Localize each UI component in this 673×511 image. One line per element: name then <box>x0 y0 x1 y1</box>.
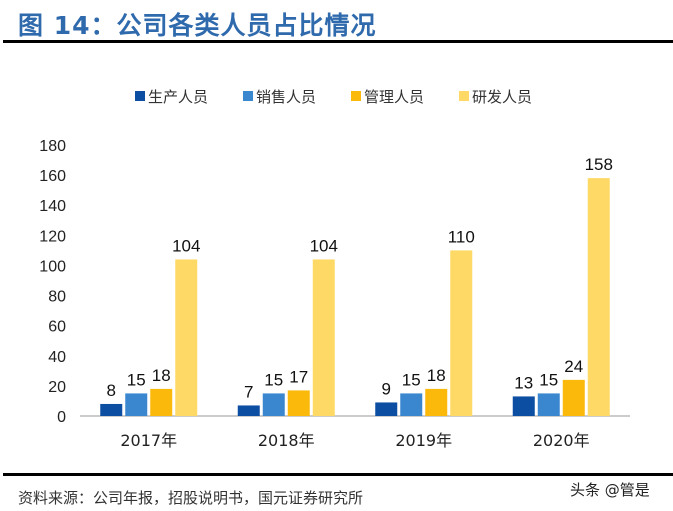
bar <box>287 390 310 416</box>
bar <box>512 396 535 416</box>
y-tick-label: 40 <box>48 349 66 366</box>
y-tick-label: 120 <box>39 228 66 245</box>
legend-label: 销售人员 <box>256 88 316 106</box>
bar <box>587 178 610 416</box>
bar <box>100 403 123 416</box>
data-label: 13 <box>514 373 533 392</box>
legend-label: 研发人员 <box>472 88 532 106</box>
data-label: 104 <box>172 236 200 255</box>
bar <box>175 259 198 416</box>
x-tick-label: 2017年 <box>120 431 177 450</box>
bar-chart: 0 20 40 60 80 100 120 140 160 180 2017年 8 15 18 104 201… <box>39 88 630 450</box>
data-label: 104 <box>310 236 338 255</box>
y-tick-label: 0 <box>57 409 66 426</box>
watermark: 头条 @管是 <box>570 481 650 499</box>
data-label: 8 <box>107 381 116 400</box>
y-tick-label: 140 <box>39 198 66 215</box>
bar <box>537 393 560 416</box>
legend-label: 管理人员 <box>364 88 424 106</box>
data-label: 18 <box>152 366 171 385</box>
data-label: 15 <box>264 370 283 389</box>
data-label: 24 <box>564 357 583 376</box>
bottom-divider <box>3 473 673 476</box>
legend-swatch <box>459 91 469 101</box>
bar <box>400 393 423 416</box>
y-tick-label: 180 <box>39 138 66 155</box>
bar <box>237 405 260 416</box>
data-label: 15 <box>127 370 146 389</box>
bar <box>562 379 585 416</box>
bar <box>450 250 473 416</box>
figure-title: 图 14：公司各类人员占比情况 <box>18 11 377 40</box>
source-note: 资料来源：公司年报，招股说明书，国元证券研究所 <box>18 489 364 507</box>
legend-swatch <box>243 91 253 101</box>
x-tick-label: 2019年 <box>395 431 452 450</box>
y-tick-label: 100 <box>39 258 66 275</box>
legend-label: 生产人员 <box>148 88 208 106</box>
data-label: 15 <box>539 370 558 389</box>
data-label: 9 <box>382 379 391 398</box>
y-tick-label: 60 <box>48 319 66 336</box>
bar <box>150 388 173 416</box>
y-tick-label: 80 <box>48 289 66 306</box>
y-tick-label: 20 <box>48 379 66 396</box>
data-label: 15 <box>402 370 421 389</box>
bar <box>125 393 148 416</box>
legend-swatch <box>135 91 145 101</box>
x-tick-label: 2020年 <box>533 431 590 450</box>
bar <box>262 393 285 416</box>
data-label: 7 <box>244 382 253 401</box>
legend-swatch <box>351 91 361 101</box>
bar <box>425 388 448 416</box>
y-tick-label: 160 <box>39 168 66 185</box>
bar <box>375 402 398 416</box>
top-divider <box>3 40 673 43</box>
data-label: 110 <box>448 227 475 246</box>
bar <box>312 259 335 416</box>
x-tick-label: 2018年 <box>258 431 315 450</box>
data-label: 18 <box>427 366 446 385</box>
data-label: 17 <box>289 367 308 386</box>
data-label: 158 <box>585 155 613 174</box>
